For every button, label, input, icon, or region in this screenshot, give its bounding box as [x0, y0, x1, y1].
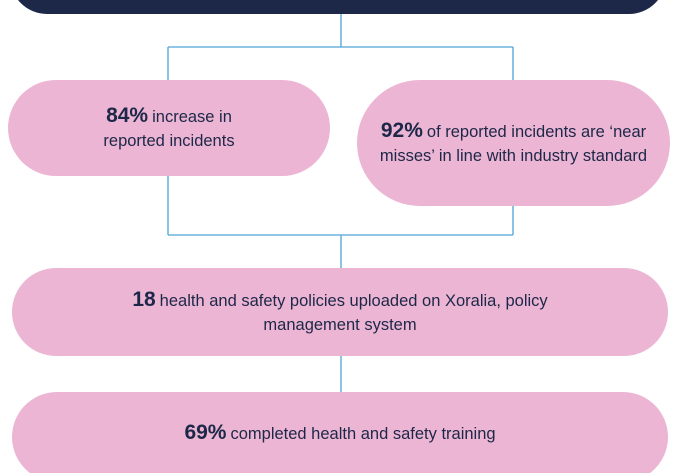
- stat-description: increase in reported incidents: [103, 107, 235, 150]
- stat-description: health and safety policies uploaded on X…: [159, 291, 548, 334]
- connector-lines: [167, 14, 514, 392]
- header-bar: [18, 0, 658, 14]
- stat-value: 84%: [106, 103, 149, 127]
- stat-pill: 84% increase in reported incidents: [8, 80, 330, 176]
- stat-text: 92% of reported incidents are ‘near misse…: [379, 119, 649, 168]
- stat-value: 92%: [380, 118, 423, 142]
- stat-value: 69%: [184, 420, 227, 444]
- stat-pill: 18 health and safety policies uploaded on…: [12, 268, 668, 356]
- stat-pill: 69% completed health and safety training: [12, 392, 668, 473]
- stat-description: completed health and safety training: [230, 424, 496, 443]
- stat-text: 84% increase in reported incidents: [74, 104, 264, 153]
- stat-description: of reported incidents are ‘near misses’ …: [379, 122, 648, 165]
- stat-text: 69% completed health and safety training: [60, 421, 620, 446]
- stat-text: 18 health and safety policies uploaded on…: [100, 288, 580, 337]
- connector: [167, 176, 514, 268]
- stat-pill: 92% of reported incidents are ‘near misse…: [357, 80, 670, 206]
- stat-value: 18: [132, 287, 156, 311]
- connector: [167, 14, 514, 80]
